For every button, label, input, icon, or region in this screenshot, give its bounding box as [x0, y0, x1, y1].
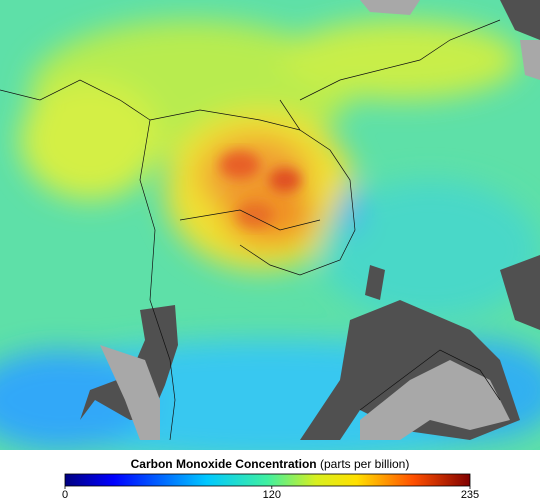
colorbar-gradient [64, 473, 471, 487]
no-data [80, 0, 540, 440]
colorbar: 0 120 235 [62, 473, 479, 500]
legend-unit: (parts per billion) [319, 457, 410, 471]
co-map [0, 0, 540, 450]
colorbar-tick-label: 120 [263, 489, 281, 500]
legend-title: Carbon Monoxide Concentration (parts per… [0, 457, 540, 471]
colorbar-tick-label: 0 [62, 489, 68, 500]
coastline [0, 19, 501, 441]
colorbar-tick-label: 235 [461, 489, 479, 500]
legend-title-text: Carbon Monoxide Concentration [130, 457, 317, 471]
